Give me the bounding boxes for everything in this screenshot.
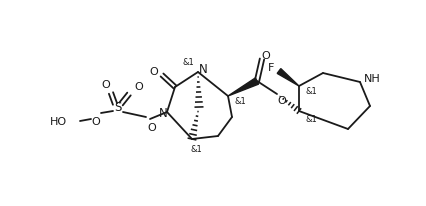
Text: S: S [114,101,122,114]
Text: N: N [199,63,207,76]
Text: O: O [278,96,286,105]
Text: O: O [92,116,101,126]
Text: O: O [135,82,144,91]
Text: O: O [102,80,110,90]
Text: &1: &1 [182,58,194,67]
Text: HO: HO [50,116,67,126]
Polygon shape [277,69,299,87]
Text: &1: &1 [190,145,202,154]
Text: F: F [268,63,274,73]
Text: NH: NH [364,74,380,84]
Text: O: O [148,122,156,132]
Text: O: O [150,67,158,77]
Text: &1: &1 [305,115,317,124]
Text: N: N [158,107,167,120]
Text: &1: &1 [234,97,246,106]
Text: O: O [262,51,271,61]
Text: &1: &1 [305,87,317,96]
Polygon shape [228,78,259,97]
